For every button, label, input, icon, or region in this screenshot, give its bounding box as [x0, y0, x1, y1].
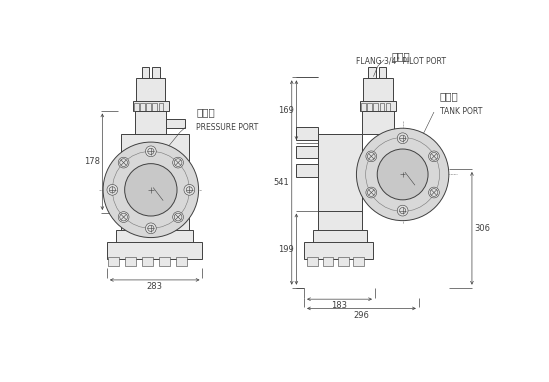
Text: PRESSURE PORT: PRESSURE PORT [197, 123, 259, 132]
Text: 壓力口: 壓力口 [197, 107, 215, 117]
Circle shape [356, 128, 449, 221]
Bar [109, 257, 119, 266]
Bar [367, 103, 372, 110]
Circle shape [145, 146, 156, 157]
Bar [166, 155, 186, 175]
Bar [153, 67, 160, 78]
Text: TANK PORT: TANK PORT [440, 107, 482, 116]
Bar [142, 257, 153, 266]
Bar [166, 150, 186, 159]
Circle shape [397, 205, 408, 216]
Circle shape [103, 142, 199, 238]
Bar [362, 110, 394, 134]
Text: 306: 306 [474, 224, 490, 233]
Bar [166, 119, 186, 128]
Bar [313, 230, 367, 244]
Text: 回油口: 回油口 [440, 91, 458, 101]
Circle shape [377, 149, 428, 200]
Bar [361, 103, 366, 110]
Bar [107, 242, 203, 259]
Bar [125, 257, 136, 266]
Bar [166, 134, 186, 144]
Bar [133, 101, 169, 110]
Text: 541: 541 [274, 178, 289, 187]
Bar [373, 103, 378, 110]
Circle shape [173, 212, 183, 222]
Text: 169: 169 [278, 106, 294, 115]
Circle shape [125, 163, 177, 216]
Bar [142, 67, 149, 78]
Circle shape [429, 151, 439, 162]
Bar [323, 257, 333, 266]
Bar [379, 67, 386, 78]
Bar [296, 164, 318, 177]
Bar [121, 211, 188, 232]
Bar [318, 134, 362, 213]
Bar [338, 257, 349, 266]
Bar [134, 103, 138, 110]
Bar [116, 230, 193, 244]
Bar [121, 134, 188, 213]
Bar [136, 110, 166, 134]
Circle shape [429, 187, 439, 198]
Bar [146, 103, 151, 110]
Bar [368, 67, 376, 78]
Bar [362, 78, 394, 103]
Bar [296, 128, 318, 140]
Bar [307, 257, 318, 266]
Bar [140, 103, 145, 110]
Text: 引導孔: 引導孔 [392, 51, 411, 61]
Circle shape [397, 133, 408, 144]
Bar [304, 242, 373, 259]
Bar [153, 103, 157, 110]
Circle shape [366, 151, 377, 162]
Bar [159, 103, 163, 110]
Circle shape [118, 212, 129, 222]
Bar [318, 134, 362, 213]
Bar [296, 146, 318, 158]
Circle shape [173, 157, 183, 168]
Bar [379, 103, 384, 110]
Bar [354, 257, 364, 266]
Bar [318, 211, 362, 232]
Circle shape [184, 185, 195, 195]
Text: 296: 296 [354, 311, 369, 320]
Text: 199: 199 [278, 244, 294, 254]
Circle shape [145, 223, 156, 234]
Bar [386, 103, 390, 110]
Text: 178: 178 [84, 157, 100, 166]
Text: FLANG 3/4" PILOT PORT: FLANG 3/4" PILOT PORT [356, 57, 446, 66]
Text: 283: 283 [147, 282, 163, 291]
Bar [360, 101, 396, 110]
Circle shape [366, 187, 377, 198]
Bar [176, 257, 187, 266]
Text: 183: 183 [332, 301, 348, 311]
Circle shape [107, 185, 117, 195]
Bar [159, 257, 170, 266]
Bar [136, 78, 165, 103]
Circle shape [118, 157, 129, 168]
